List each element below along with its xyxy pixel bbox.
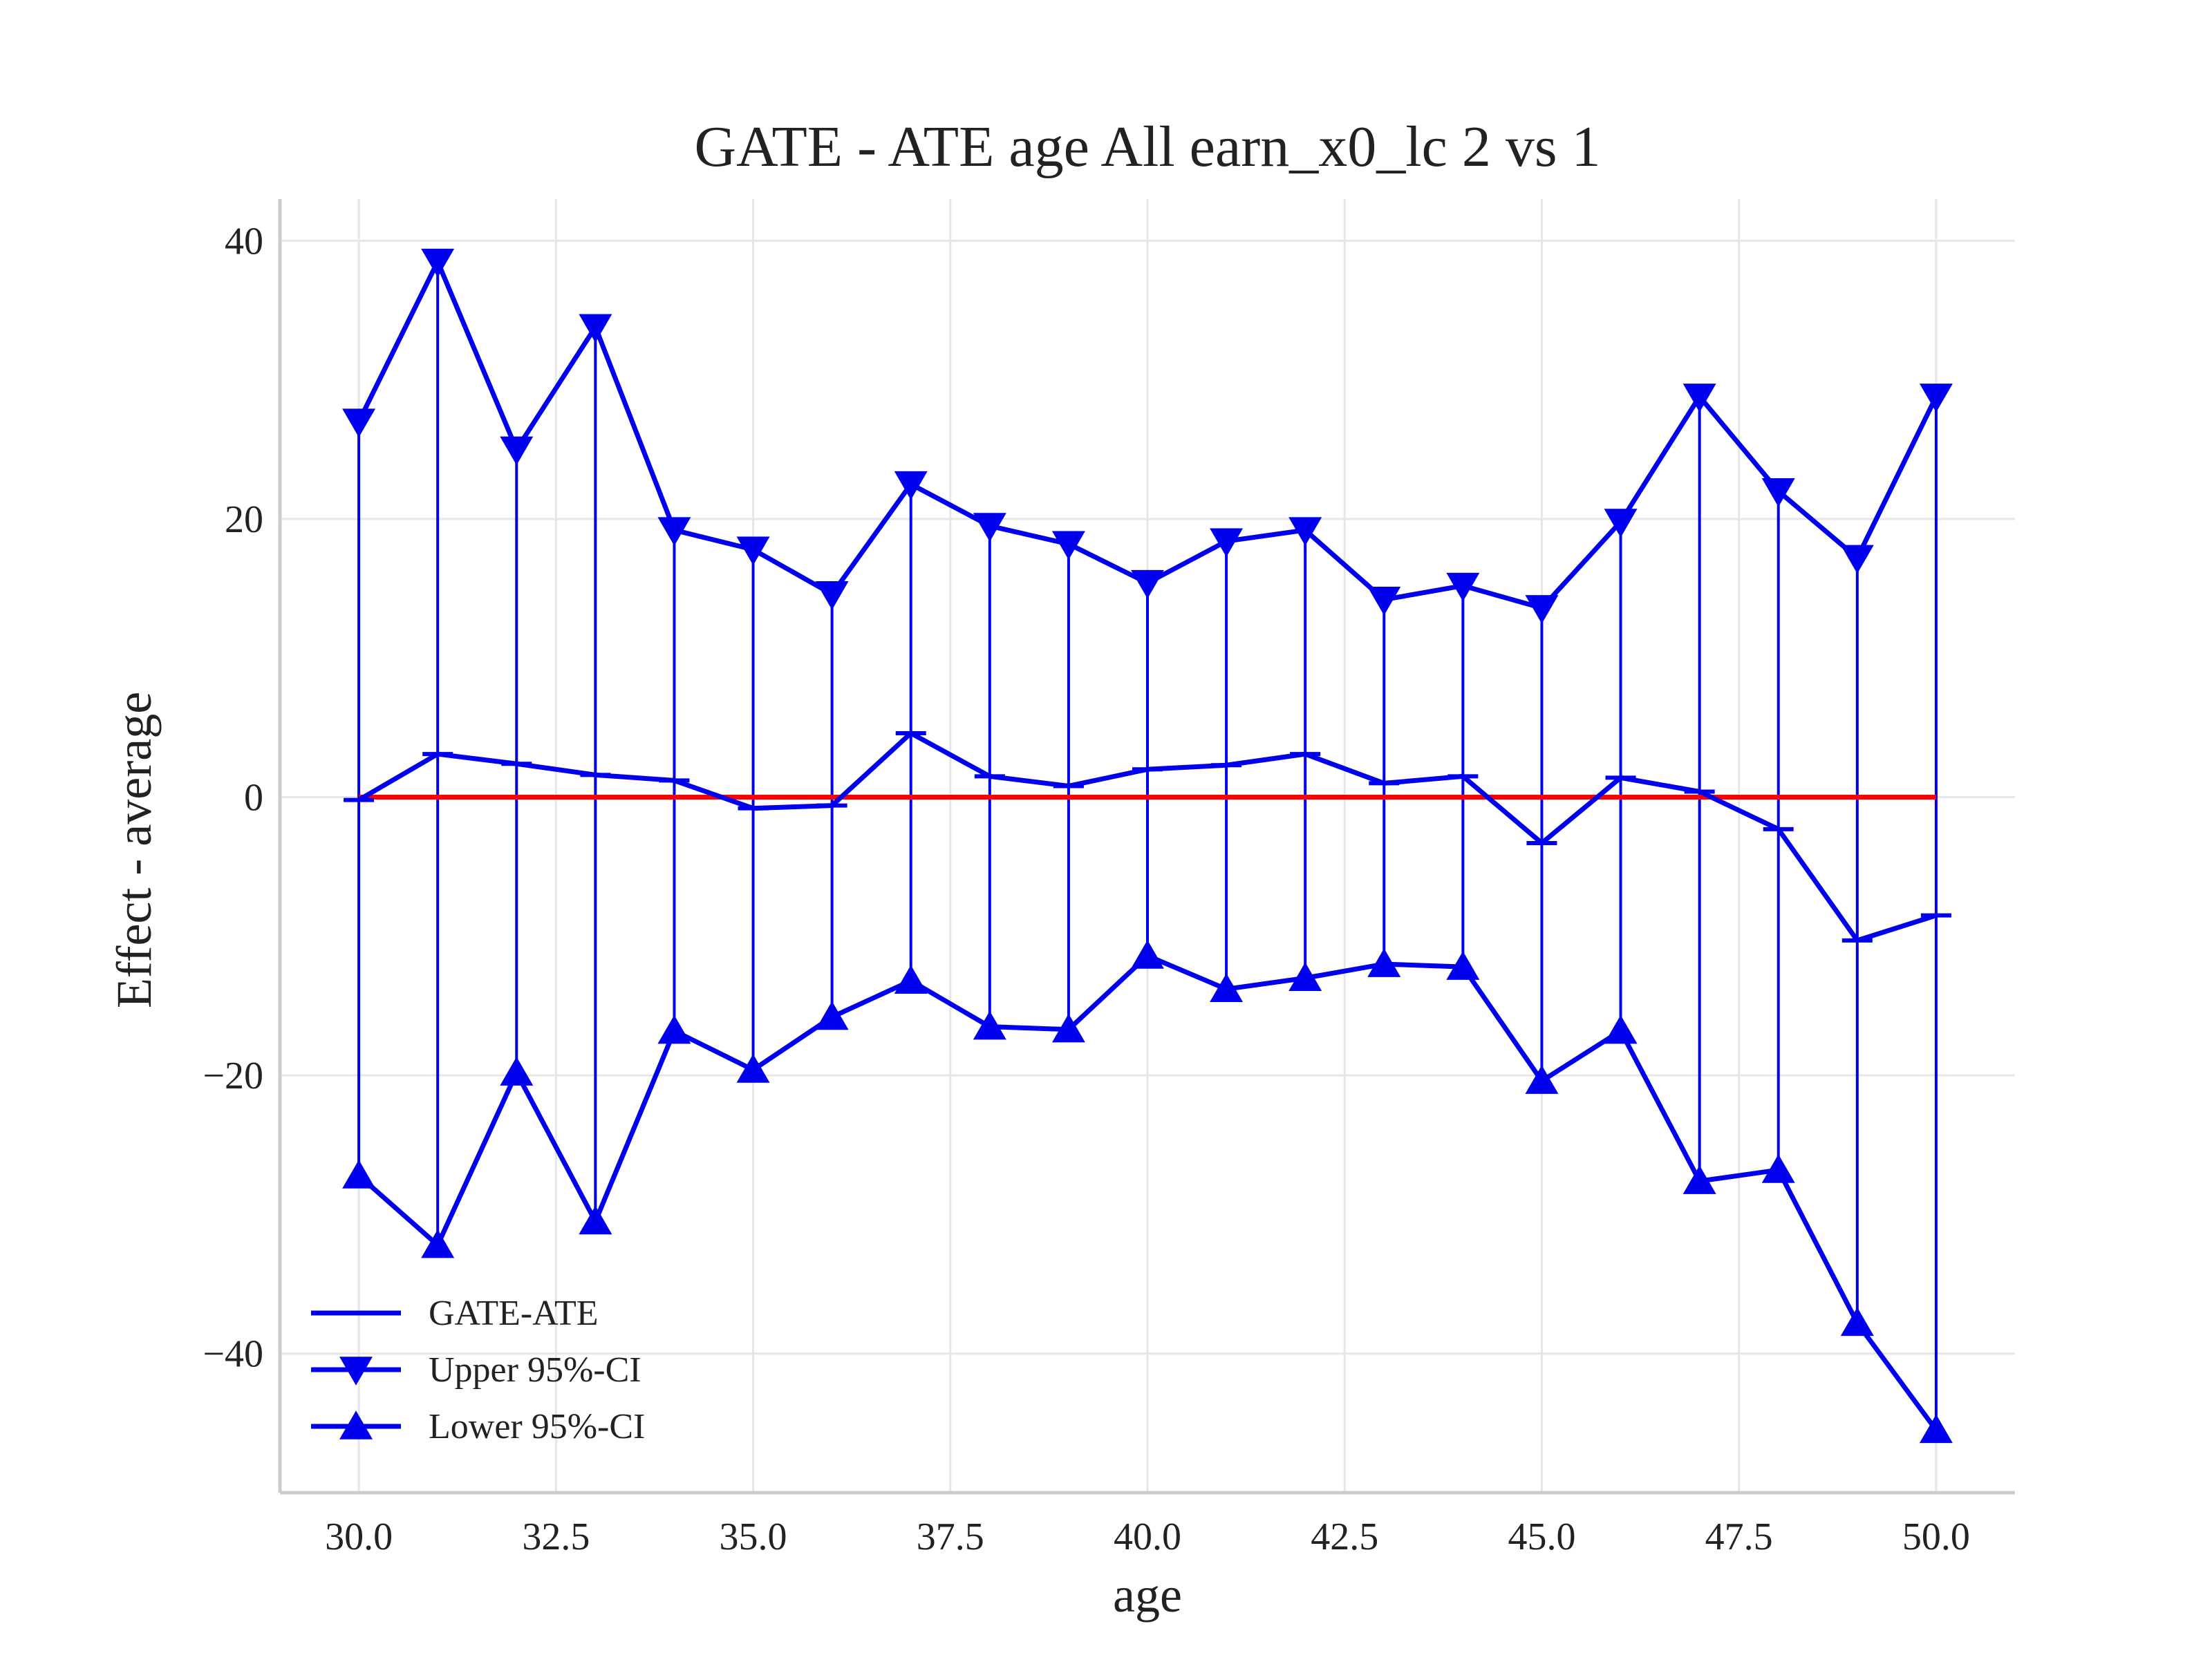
upper-ci-marker (736, 536, 770, 566)
tick-labels: 30.0 32.5 35.0 37.5 40.0 42.5 45.0 47.5 50.0 40 20… (203, 220, 1970, 1558)
lower-ci-marker (500, 1057, 534, 1086)
lower-ci-marker (1840, 1307, 1874, 1337)
upper-ci-marker (1919, 384, 1953, 413)
lower-ci-marker (342, 1160, 376, 1189)
x-tick-label: 45.0 (1508, 1515, 1575, 1558)
upper-ci-marker (421, 248, 455, 278)
lower-ci-marker (1761, 1154, 1795, 1183)
lower-ci-marker (579, 1205, 612, 1235)
upper-ci-marker (579, 314, 612, 343)
legend-label: GATE-ATE (429, 1294, 599, 1333)
y-axis-label: Effect - average (106, 692, 162, 1008)
lower-ci-marker (1446, 951, 1480, 980)
lower-ci-marker (421, 1229, 455, 1258)
legend-label: Lower 95%-CI (429, 1407, 645, 1446)
upper-ci-marker (500, 436, 534, 466)
lower-ci-marker (1525, 1065, 1559, 1094)
legend-label: Upper 95%-CI (429, 1350, 641, 1390)
upper-ci-marker (1210, 528, 1244, 557)
upper-ci-marker (1840, 545, 1874, 574)
lower-ci-marker (1131, 940, 1164, 969)
y-tick-label: 0 (244, 777, 263, 820)
upper-ci-marker (1761, 478, 1795, 507)
x-tick-label: 35.0 (720, 1515, 787, 1558)
upper-ci-marker (1051, 531, 1085, 560)
lower-ci-marker (1683, 1165, 1716, 1194)
chart-title: GATE - ATE age All earn_x0_lc 2 vs 1 (694, 115, 1600, 179)
y-tick-label: −20 (203, 1055, 263, 1097)
x-tick-label: 50.0 (1902, 1515, 1970, 1558)
legend-marker-lower (339, 1410, 373, 1439)
legend: GATE-ATE Upper 95%-CI Lower 95%-CI (311, 1294, 645, 1446)
series (342, 248, 1953, 1444)
x-tick-label: 40.0 (1114, 1515, 1181, 1558)
lower-ci-marker (736, 1054, 770, 1083)
lower-ci-marker (1604, 1014, 1638, 1044)
x-tick-label: 42.5 (1311, 1515, 1378, 1558)
x-axis-label: age (1113, 1567, 1182, 1623)
lower-ci-marker (1051, 1013, 1085, 1043)
lower-ci-marker (657, 1014, 691, 1044)
x-tick-label: 37.5 (917, 1515, 984, 1558)
y-tick-label: 40 (225, 220, 263, 263)
upper-ci-marker (815, 580, 849, 610)
legend-marker-upper (339, 1357, 373, 1386)
lower-ci-marker (894, 965, 928, 994)
lower-ci-marker (1919, 1414, 1953, 1444)
lower-ci-marker (1367, 948, 1401, 977)
x-tick-label: 30.0 (325, 1515, 393, 1558)
upper-ci-marker (894, 471, 928, 500)
upper-ci-marker (342, 408, 376, 437)
y-tick-label: 20 (225, 498, 263, 541)
lower-ci-marker (1210, 973, 1244, 1003)
upper-ci-marker (1367, 586, 1401, 616)
lower-ci-marker (973, 1010, 1006, 1040)
upper-ci-marker (1288, 517, 1322, 546)
upper-ci-marker (1131, 569, 1164, 599)
upper-ci-marker (1446, 572, 1480, 602)
x-tick-label: 32.5 (522, 1515, 590, 1558)
lower-ci-marker (815, 1001, 849, 1030)
lower-ci-marker (1288, 962, 1322, 991)
upper-ci-marker (973, 513, 1006, 542)
upper-ci-marker (1525, 595, 1559, 624)
upper-ci-marker (1604, 509, 1638, 538)
y-tick-label: −40 (203, 1333, 263, 1376)
upper-ci-marker (657, 517, 691, 546)
x-tick-label: 47.5 (1705, 1515, 1773, 1558)
upper-ci-marker (1683, 384, 1716, 413)
axes (278, 199, 2015, 1495)
